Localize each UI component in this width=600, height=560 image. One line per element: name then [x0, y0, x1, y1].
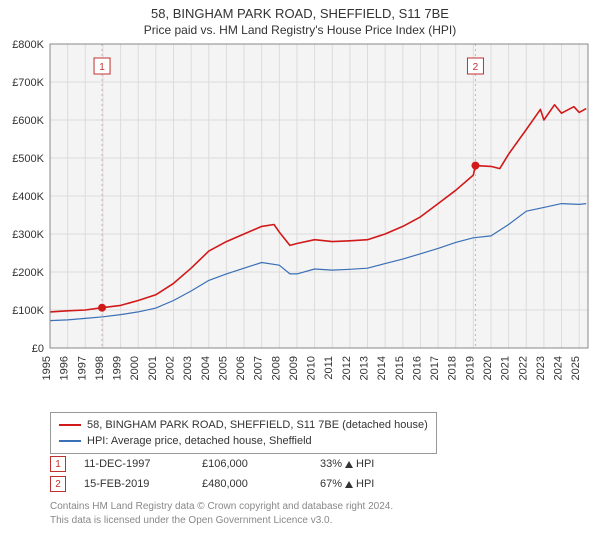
footer-line: Contains HM Land Registry data © Crown c… — [50, 500, 393, 514]
delta-pct: 67% — [320, 478, 342, 490]
sales-table: 1 11-DEC-1997 £106,000 33% HPI 2 15-FEB-… — [50, 454, 374, 494]
sale-date: 11-DEC-1997 — [84, 458, 184, 470]
svg-text:£0: £0 — [32, 343, 44, 355]
svg-text:2015: 2015 — [394, 356, 406, 380]
svg-text:2004: 2004 — [200, 356, 212, 380]
svg-text:2008: 2008 — [270, 356, 282, 380]
svg-text:2005: 2005 — [217, 356, 229, 380]
arrow-up-icon — [345, 481, 353, 488]
arrow-up-icon — [345, 461, 353, 468]
svg-text:£400K: £400K — [12, 191, 44, 203]
svg-text:2025: 2025 — [570, 356, 582, 380]
table-row: 2 15-FEB-2019 £480,000 67% HPI — [50, 474, 374, 494]
sale-badge: 1 — [50, 456, 66, 472]
sale-price: £480,000 — [202, 478, 302, 490]
svg-text:2003: 2003 — [182, 356, 194, 380]
svg-text:£500K: £500K — [12, 153, 44, 165]
sale-price: £106,000 — [202, 458, 302, 470]
legend-swatch — [59, 440, 81, 442]
delta-label: HPI — [356, 458, 374, 470]
legend-label: HPI: Average price, detached house, Shef… — [87, 433, 312, 449]
svg-text:2011: 2011 — [323, 356, 335, 380]
svg-text:£300K: £300K — [12, 229, 44, 241]
svg-text:£600K: £600K — [12, 115, 44, 127]
svg-text:2021: 2021 — [500, 356, 512, 380]
sale-date: 15-FEB-2019 — [84, 478, 184, 490]
svg-text:1998: 1998 — [94, 356, 106, 380]
delta-label: HPI — [356, 478, 374, 490]
delta-pct: 33% — [320, 458, 342, 470]
svg-text:2: 2 — [473, 62, 479, 73]
page-title: 58, BINGHAM PARK ROAD, SHEFFIELD, S11 7B… — [0, 0, 600, 21]
table-row: 1 11-DEC-1997 £106,000 33% HPI — [50, 454, 374, 474]
svg-text:1995: 1995 — [41, 356, 53, 380]
sale-delta: 33% HPI — [320, 458, 374, 470]
svg-text:2001: 2001 — [147, 356, 159, 380]
svg-text:2014: 2014 — [376, 356, 388, 380]
svg-text:2017: 2017 — [429, 356, 441, 380]
svg-text:2007: 2007 — [253, 356, 265, 380]
svg-text:£700K: £700K — [12, 77, 44, 89]
svg-text:£800K: £800K — [12, 39, 44, 51]
legend: 58, BINGHAM PARK ROAD, SHEFFIELD, S11 7B… — [50, 412, 437, 454]
chart-card: 58, BINGHAM PARK ROAD, SHEFFIELD, S11 7B… — [0, 0, 600, 560]
legend-item: HPI: Average price, detached house, Shef… — [59, 433, 428, 449]
svg-text:2023: 2023 — [535, 356, 547, 380]
svg-text:2022: 2022 — [517, 356, 529, 380]
footer-line: This data is licensed under the Open Gov… — [50, 514, 393, 528]
legend-item: 58, BINGHAM PARK ROAD, SHEFFIELD, S11 7B… — [59, 417, 428, 433]
svg-text:1: 1 — [99, 62, 105, 73]
svg-text:2013: 2013 — [359, 356, 371, 380]
svg-text:2009: 2009 — [288, 356, 300, 380]
legend-label: 58, BINGHAM PARK ROAD, SHEFFIELD, S11 7B… — [87, 417, 428, 433]
svg-text:2018: 2018 — [447, 356, 459, 380]
svg-text:£200K: £200K — [12, 267, 44, 279]
footer-text: Contains HM Land Registry data © Crown c… — [50, 500, 393, 527]
svg-text:1996: 1996 — [59, 356, 71, 380]
svg-text:2019: 2019 — [464, 356, 476, 380]
svg-text:1999: 1999 — [112, 356, 124, 380]
svg-text:2024: 2024 — [553, 356, 565, 380]
svg-text:2002: 2002 — [164, 356, 176, 380]
svg-text:2016: 2016 — [411, 356, 423, 380]
svg-text:1997: 1997 — [76, 356, 88, 380]
sale-badge: 2 — [50, 476, 66, 492]
svg-text:2020: 2020 — [482, 356, 494, 380]
svg-text:2010: 2010 — [306, 356, 318, 380]
chart-area: £0 £100K £200K £300K £400K £500K £600K £700K £80… — [0, 38, 600, 408]
svg-text:2006: 2006 — [235, 356, 247, 380]
line-chart: £0 £100K £200K £300K £400K £500K £600K £700K £80… — [0, 38, 600, 408]
svg-text:£100K: £100K — [12, 305, 44, 317]
sale-delta: 67% HPI — [320, 478, 374, 490]
svg-text:2012: 2012 — [341, 356, 353, 380]
svg-text:2000: 2000 — [129, 356, 141, 380]
page-subtitle: Price paid vs. HM Land Registry's House … — [0, 21, 600, 37]
legend-swatch — [59, 424, 81, 426]
